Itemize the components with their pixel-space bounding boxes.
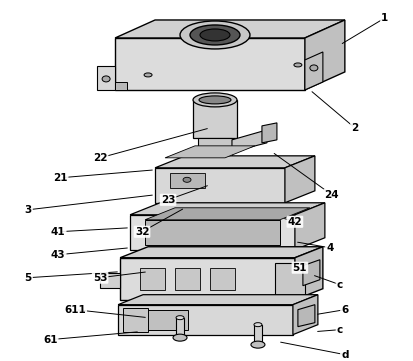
Text: 4: 4: [325, 243, 333, 253]
Polygon shape: [115, 82, 127, 90]
Ellipse shape: [176, 316, 184, 319]
Ellipse shape: [144, 73, 152, 77]
Text: 22: 22: [93, 153, 107, 163]
Polygon shape: [120, 247, 322, 258]
Polygon shape: [145, 208, 309, 220]
Ellipse shape: [102, 76, 110, 82]
Ellipse shape: [293, 63, 301, 67]
Polygon shape: [197, 138, 231, 150]
Polygon shape: [165, 146, 254, 158]
Polygon shape: [292, 295, 317, 335]
Polygon shape: [170, 173, 204, 188]
Polygon shape: [123, 308, 148, 332]
Text: 41: 41: [51, 227, 65, 237]
Text: 1: 1: [380, 13, 387, 23]
Ellipse shape: [183, 177, 190, 182]
Ellipse shape: [180, 21, 249, 49]
Text: 61: 61: [43, 335, 57, 345]
Text: 53: 53: [93, 273, 107, 283]
Ellipse shape: [250, 341, 264, 348]
Polygon shape: [231, 130, 266, 152]
Polygon shape: [209, 268, 235, 290]
Polygon shape: [274, 263, 304, 295]
Polygon shape: [118, 295, 317, 305]
Polygon shape: [145, 220, 279, 245]
Text: 611: 611: [64, 305, 86, 315]
Ellipse shape: [190, 25, 240, 45]
Ellipse shape: [253, 323, 261, 327]
Text: 42: 42: [287, 217, 301, 227]
Polygon shape: [294, 247, 322, 300]
Text: 2: 2: [350, 123, 358, 133]
Polygon shape: [115, 20, 344, 38]
Text: c: c: [336, 325, 342, 335]
Ellipse shape: [309, 65, 317, 71]
Polygon shape: [118, 305, 292, 335]
Text: d: d: [340, 349, 348, 360]
Text: 24: 24: [324, 190, 338, 200]
Text: 23: 23: [160, 195, 175, 205]
Polygon shape: [192, 100, 236, 138]
Polygon shape: [284, 156, 314, 203]
Polygon shape: [130, 203, 324, 215]
Text: 43: 43: [51, 250, 65, 260]
Polygon shape: [304, 52, 322, 90]
Polygon shape: [100, 273, 120, 288]
Polygon shape: [304, 20, 344, 90]
Polygon shape: [225, 150, 231, 156]
Polygon shape: [133, 310, 188, 330]
Text: 32: 32: [135, 227, 149, 237]
Polygon shape: [297, 305, 314, 327]
Text: 3: 3: [24, 205, 32, 215]
Polygon shape: [115, 38, 304, 90]
Polygon shape: [253, 325, 261, 345]
Polygon shape: [140, 268, 165, 290]
Text: 51: 51: [292, 263, 306, 273]
Polygon shape: [176, 318, 184, 338]
Polygon shape: [120, 258, 294, 300]
Polygon shape: [175, 268, 199, 290]
Polygon shape: [302, 260, 319, 286]
Ellipse shape: [192, 93, 236, 107]
Text: 5: 5: [24, 273, 32, 283]
Polygon shape: [261, 123, 276, 143]
Text: c: c: [336, 280, 342, 290]
Ellipse shape: [199, 96, 230, 104]
Polygon shape: [155, 156, 314, 168]
Text: 21: 21: [53, 173, 67, 183]
Polygon shape: [197, 150, 204, 156]
Polygon shape: [294, 203, 324, 250]
Ellipse shape: [199, 29, 229, 41]
Polygon shape: [130, 215, 294, 250]
Polygon shape: [155, 168, 284, 203]
Polygon shape: [97, 66, 115, 90]
Text: 6: 6: [340, 305, 348, 315]
Ellipse shape: [173, 334, 187, 341]
